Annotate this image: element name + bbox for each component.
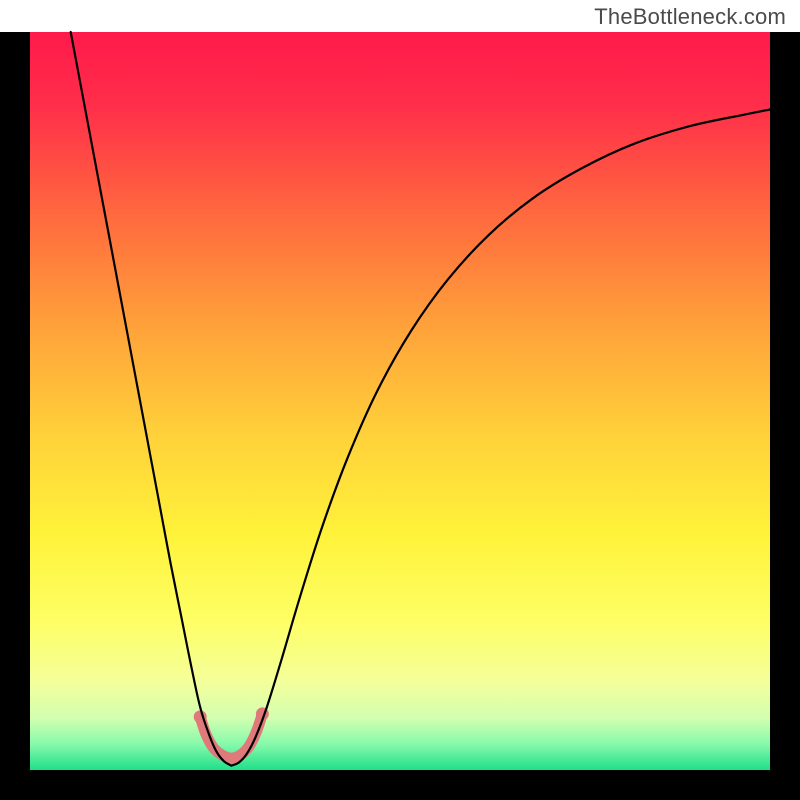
chart-stage: TheBottleneck.com (0, 0, 800, 800)
bottleneck-curve-chart (0, 0, 800, 800)
watermark-label: TheBottleneck.com (594, 4, 786, 30)
